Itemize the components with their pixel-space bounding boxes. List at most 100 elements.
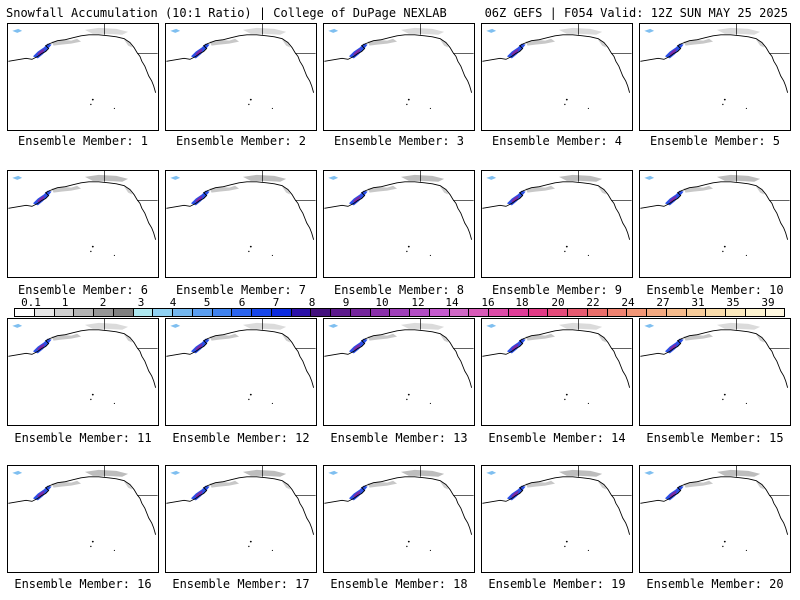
- colorbar-segment: [94, 309, 114, 316]
- ensemble-member-map: [481, 465, 633, 573]
- island: [722, 545, 724, 548]
- map-svg: [482, 319, 632, 404]
- colorbar-segment: [666, 309, 687, 316]
- ensemble-member-label: Ensemble Member: 17: [172, 577, 310, 591]
- ensemble-member-label: Ensemble Member: 1: [17, 134, 149, 148]
- colorbar-label: 7: [272, 296, 280, 309]
- island: [587, 402, 589, 404]
- ensemble-member-map: [481, 318, 633, 426]
- snow-region-blue: [12, 28, 23, 33]
- coastline: [8, 34, 157, 93]
- snow-region-gray: [756, 186, 765, 195]
- colorbar-segment: [173, 309, 193, 316]
- island: [249, 393, 252, 396]
- snow-region-purple: [668, 195, 677, 203]
- ensemble-member-map: [165, 170, 317, 278]
- coastline: [324, 329, 473, 388]
- island: [406, 250, 408, 253]
- colorbar-label: 22: [586, 296, 600, 309]
- snow-region-blue: [170, 175, 181, 180]
- snow-region-blue: [644, 470, 655, 475]
- coastline: [482, 181, 631, 240]
- island: [722, 250, 724, 253]
- colorbar-segment: [15, 309, 35, 316]
- snow-region-gray: [242, 174, 287, 182]
- snow-region-gray: [84, 174, 129, 182]
- colorbar-label: 18: [515, 296, 529, 309]
- snow-region-gray: [558, 27, 603, 35]
- snow-region-purple: [510, 195, 519, 203]
- ensemble-member-label: Ensemble Member: 9: [491, 283, 623, 297]
- ensemble-member-map: [639, 23, 791, 131]
- island: [723, 393, 726, 396]
- snow-region-purple: [510, 343, 519, 351]
- map-svg: [324, 24, 474, 109]
- coastline: [166, 329, 315, 388]
- colorbar-label: 8: [308, 296, 316, 309]
- colorbar-segment: [133, 309, 154, 316]
- colorbar-label: 12: [411, 296, 425, 309]
- island: [745, 402, 747, 404]
- map-svg: [482, 24, 632, 109]
- island: [271, 549, 273, 551]
- coastline: [324, 181, 473, 240]
- island: [271, 107, 273, 109]
- snow-region-purple: [352, 343, 361, 351]
- snow-region-gray: [282, 39, 291, 48]
- ensemble-member-label: Ensemble Member: 12: [172, 431, 310, 445]
- ensemble-member-map: [481, 23, 633, 131]
- island: [249, 540, 252, 543]
- snow-region-gray: [440, 39, 449, 48]
- ensemble-member-label: Ensemble Member: 5: [649, 134, 781, 148]
- map-title: Snowfall Accumulation (10:1 Ratio) | Col…: [6, 6, 447, 20]
- snow-region-gray: [400, 27, 445, 35]
- map-svg: [8, 171, 158, 256]
- colorbar-segment: [34, 309, 55, 316]
- snow-region-blue: [328, 175, 339, 180]
- map-svg: [640, 171, 790, 256]
- coastline: [640, 476, 789, 535]
- snow-region-purple: [194, 490, 203, 498]
- ensemble-member-map: [323, 465, 475, 573]
- ensemble-member-map: [639, 318, 791, 426]
- coastline: [324, 476, 473, 535]
- colorbar-label: 1: [61, 296, 69, 309]
- island: [113, 254, 115, 256]
- island: [722, 103, 724, 106]
- ensemble-member-label: Ensemble Member: 7: [175, 283, 307, 297]
- coastline: [8, 181, 157, 240]
- snow-region-blue: [12, 470, 23, 475]
- colorbar-segment: [765, 309, 785, 316]
- island: [723, 245, 726, 248]
- colorbar-segment: [370, 309, 391, 316]
- snow-region-gray: [242, 322, 287, 330]
- snow-region-purple: [352, 490, 361, 498]
- ensemble-member-map: [323, 318, 475, 426]
- ensemble-member-label: Ensemble Member: 11: [14, 431, 152, 445]
- island: [113, 107, 115, 109]
- coastline: [640, 34, 789, 93]
- colorbar-label: 16: [481, 296, 495, 309]
- ensemble-member-map: [165, 465, 317, 573]
- colorbar-label: 9: [342, 296, 350, 309]
- colorbar-segment: [331, 309, 351, 316]
- island: [90, 398, 92, 401]
- island: [564, 250, 566, 253]
- snow-region-gray: [716, 174, 761, 182]
- colorbar-segment: [706, 309, 726, 316]
- colorbar-segment: [508, 309, 529, 316]
- island: [587, 549, 589, 551]
- map-svg: [482, 171, 632, 256]
- snow-region-blue: [644, 28, 655, 33]
- island: [564, 103, 566, 106]
- colorbar-segment: [252, 309, 272, 316]
- snow-region-purple: [36, 490, 45, 498]
- ensemble-member-label: Ensemble Member: 4: [491, 134, 623, 148]
- island: [407, 393, 410, 396]
- map-svg: [640, 24, 790, 109]
- colorbar-segment: [192, 309, 213, 316]
- colorbar-segment: [686, 309, 707, 316]
- snow-region-gray: [84, 469, 129, 477]
- colorbar-segment: [113, 309, 134, 316]
- coastline: [482, 34, 631, 93]
